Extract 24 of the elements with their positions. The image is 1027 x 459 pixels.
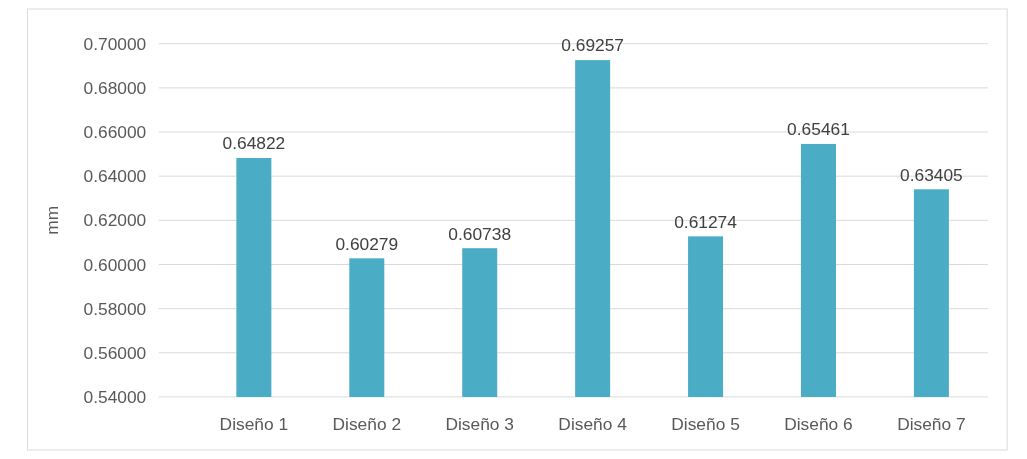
y-tick-label: 0.68000 xyxy=(83,77,147,98)
x-tick-label: Diseño 5 xyxy=(671,413,740,434)
data-label: 0.60279 xyxy=(335,233,399,254)
y-tick-label: 0.62000 xyxy=(83,210,147,231)
y-axis-title: mm xyxy=(42,205,63,235)
x-tick-label: Diseño 7 xyxy=(897,413,966,434)
y-tick-label: 0.54000 xyxy=(83,387,147,408)
y-tick-label: 0.56000 xyxy=(83,342,147,363)
data-label: 0.69257 xyxy=(561,35,625,56)
data-label: 0.64822 xyxy=(222,133,286,154)
y-tick-label: 0.64000 xyxy=(83,166,147,187)
y-tick-label: 0.58000 xyxy=(83,298,147,319)
x-tick-label: Diseño 6 xyxy=(784,413,853,434)
x-tick-label: Diseño 3 xyxy=(445,413,514,434)
y-tick-label: 0.70000 xyxy=(83,33,147,54)
x-tick-label: Diseño 4 xyxy=(558,413,628,434)
x-tick-label: Diseño 1 xyxy=(219,413,289,434)
data-label: 0.60738 xyxy=(448,223,512,244)
y-tick-label: 0.66000 xyxy=(83,122,147,143)
x-tick-label: Diseño 2 xyxy=(332,413,402,434)
data-label: 0.63405 xyxy=(900,164,963,185)
y-tick-label: 0.60000 xyxy=(83,254,147,275)
data-label: 0.61274 xyxy=(674,211,738,232)
data-label: 0.65461 xyxy=(787,119,850,140)
